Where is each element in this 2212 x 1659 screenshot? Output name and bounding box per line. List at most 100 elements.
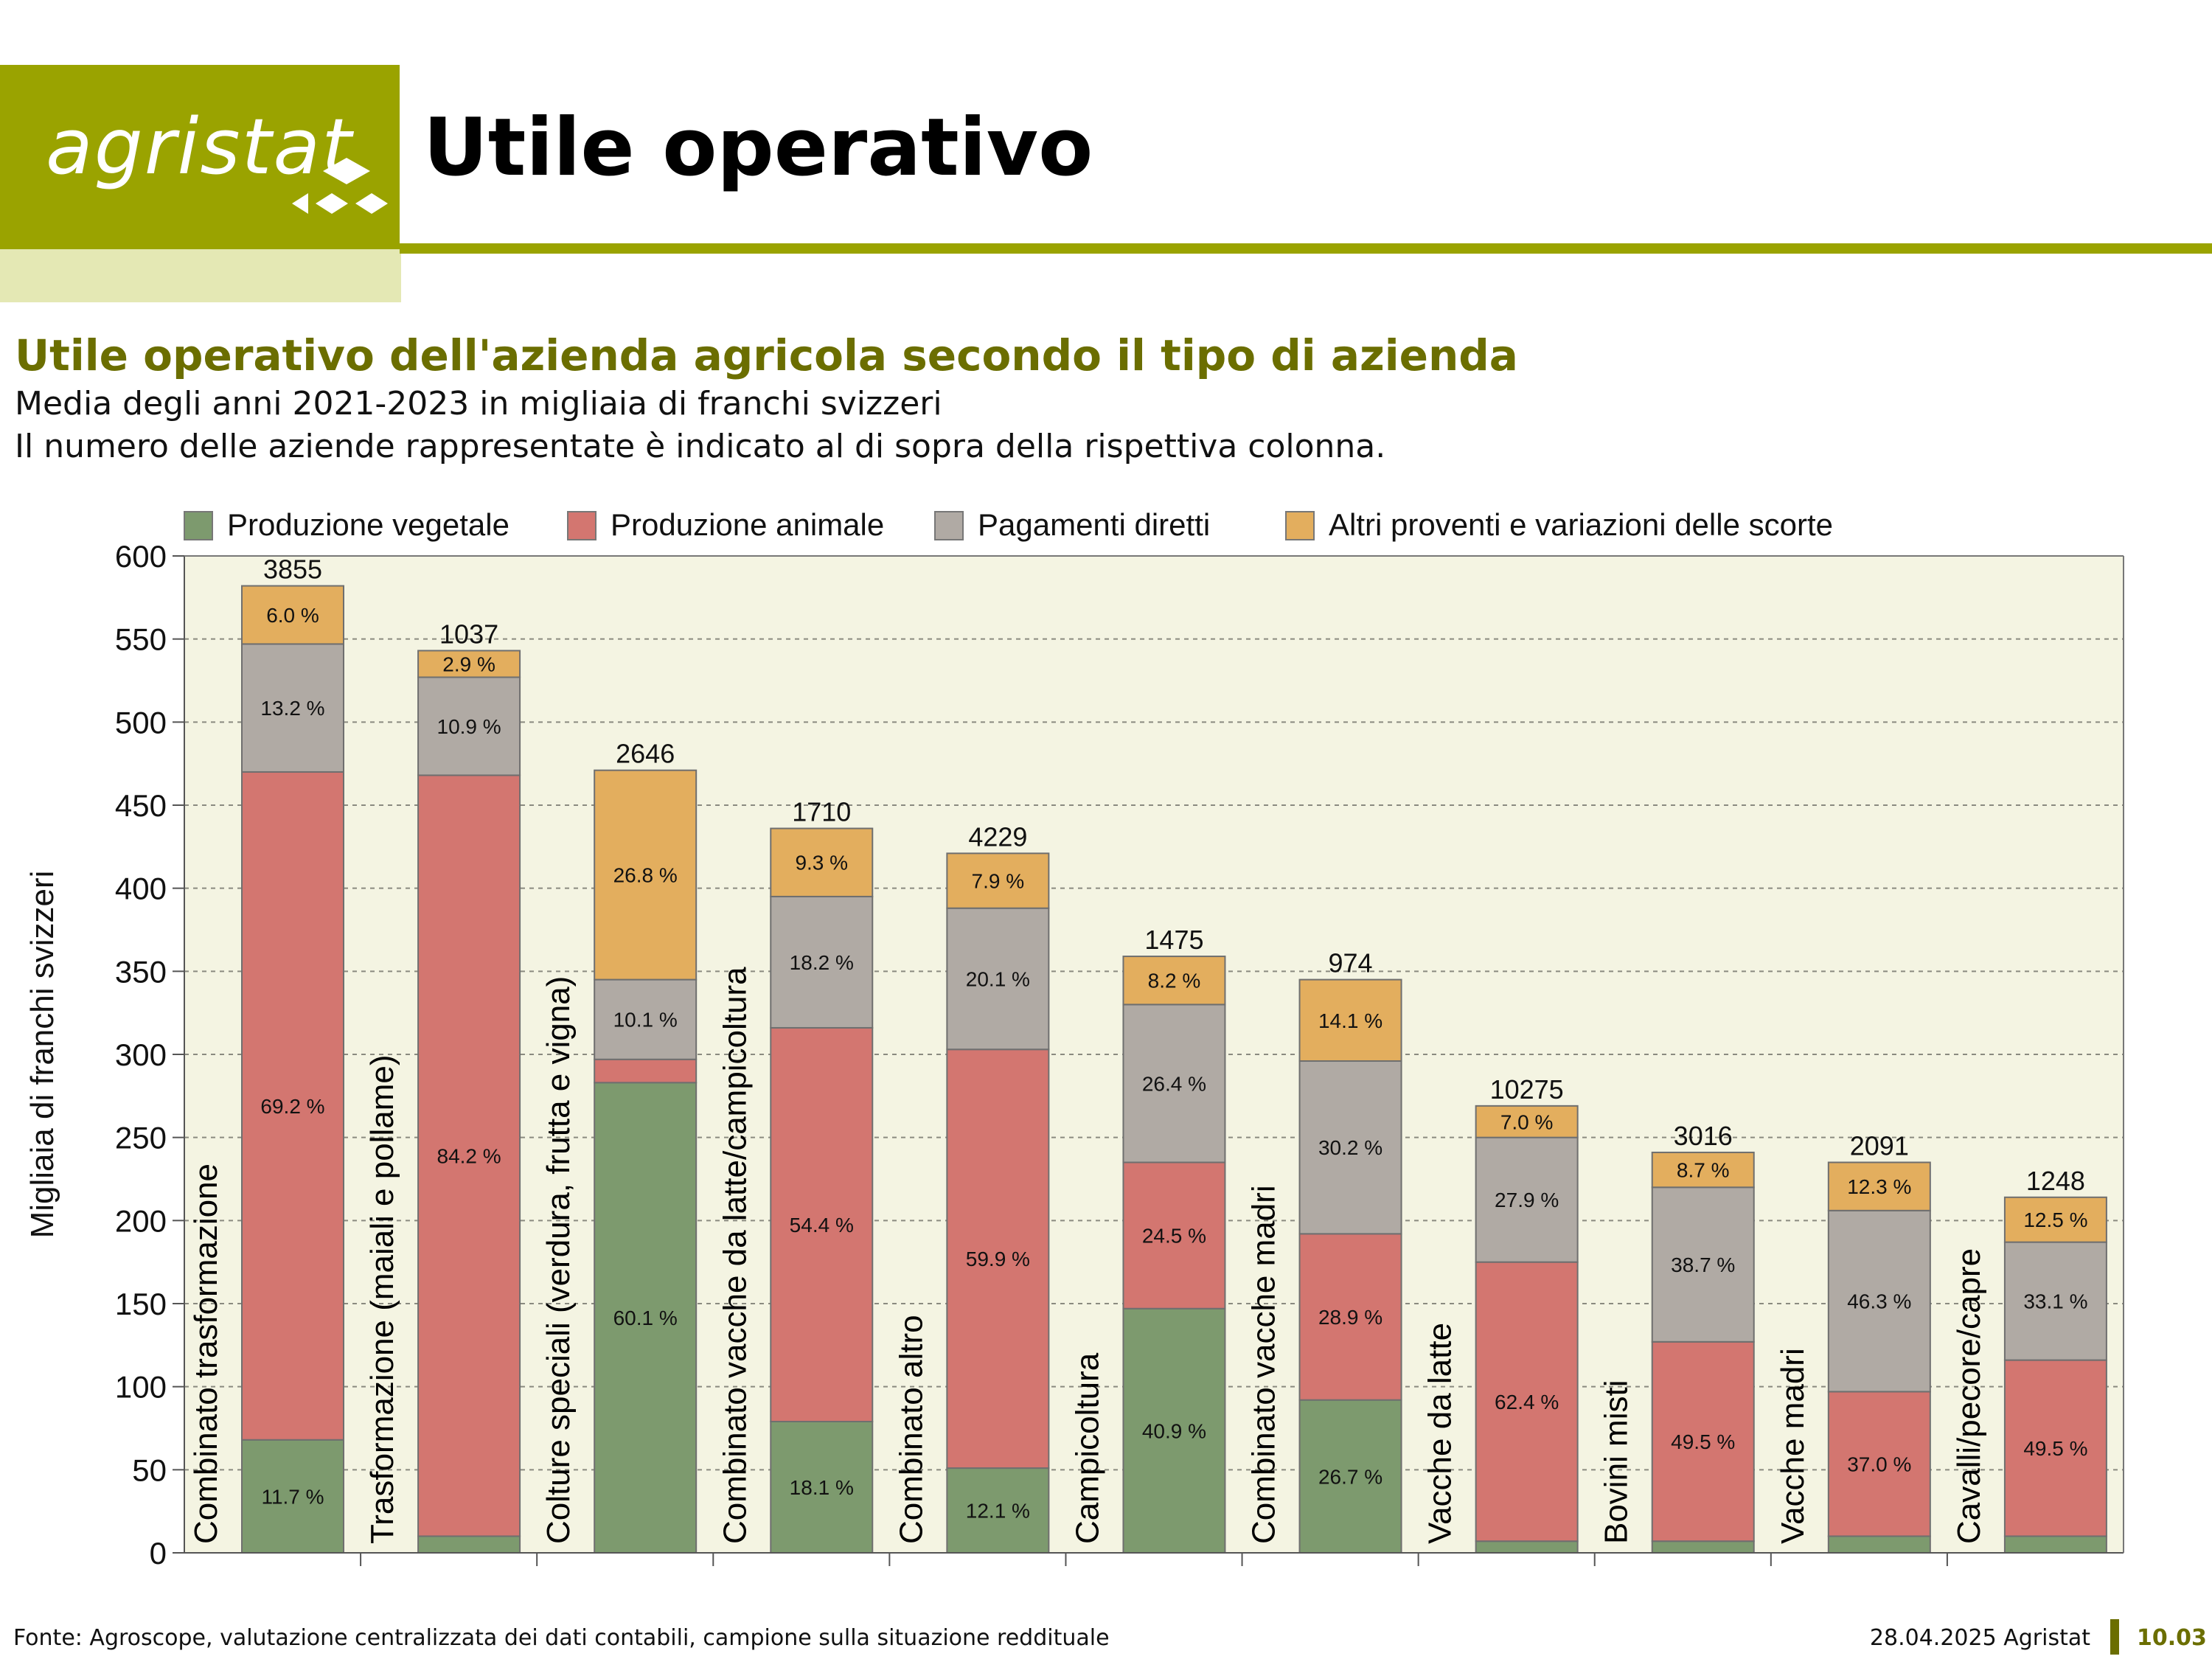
segment-label: 33.1 %	[2023, 1290, 2087, 1313]
bar-segment	[770, 1026, 874, 1422]
bar-segment	[1827, 1209, 1931, 1393]
bar-segment	[241, 643, 344, 773]
bar-count-label: 4229	[968, 821, 1027, 852]
y-tick-label: 250	[115, 1121, 167, 1155]
bar-count-label: 3016	[1674, 1121, 1733, 1151]
bar-count-label: 1037	[439, 619, 498, 649]
y-axis-label: Migliaia di franchi svizzeri	[24, 871, 60, 1239]
category-label: Combinato vacche madri	[1246, 1185, 1282, 1544]
segment-label: 10.1 %	[613, 1009, 678, 1032]
bar-segment	[1122, 1004, 1226, 1164]
bar-segment	[1475, 1105, 1579, 1138]
bar-segment	[1298, 1233, 1402, 1401]
bar-segment	[2003, 1241, 2107, 1361]
page-title: Utile operativo	[423, 102, 1093, 194]
category-label: Combinato vacche da latte/campicoltura	[717, 967, 753, 1544]
footer-date: 28.04.2025 Agristat	[1869, 1625, 2090, 1651]
segment-label: 24.5 %	[1142, 1225, 1206, 1248]
chart-subtitle-2: Il numero delle aziende rappresentate è …	[15, 428, 1386, 465]
bar-segment	[946, 852, 1050, 909]
category-label: Vacche da latte	[1422, 1323, 1458, 1544]
bar-segment	[2003, 1535, 2107, 1554]
bar-segment	[417, 676, 521, 776]
axes: 0 50 100 150 200 250 300 350 400 450 500 550 600	[115, 539, 2124, 1571]
segment-label: 62.4 %	[1495, 1391, 1559, 1413]
bar-count-label: 1248	[2026, 1166, 2085, 1196]
bar-segment	[1651, 1151, 1755, 1189]
segment-label: 11.7 %	[261, 1485, 324, 1508]
bar-count-label: 2091	[1850, 1130, 1909, 1161]
bar-count-label: 1475	[1144, 925, 1203, 955]
bar-segment	[1298, 1060, 1402, 1235]
segment-label: 12.1 %	[966, 1500, 1030, 1523]
legend-swatch	[934, 511, 964, 540]
segment-label: 49.5 %	[2023, 1437, 2087, 1460]
segment-label: 18.2 %	[790, 951, 854, 974]
chart-title: Utile operativo dell'azienda agricola se…	[15, 330, 1518, 380]
segment-label: 40.9 %	[1142, 1419, 1206, 1442]
bar-segment	[594, 769, 698, 981]
segment-label: 14.1 %	[1318, 1009, 1382, 1032]
bar-count-label: 10275	[1490, 1074, 1564, 1105]
segment-label: 69.2 %	[260, 1095, 324, 1118]
bar-segment	[594, 1082, 698, 1554]
segment-label: 26.4 %	[1142, 1072, 1206, 1095]
legend-swatch	[1285, 511, 1315, 540]
segment-label: 28.9 %	[1318, 1306, 1382, 1329]
bar-segment	[1651, 1340, 1755, 1543]
bar-count-label: 974	[1329, 948, 1373, 978]
segment-label: 12.5 %	[2023, 1208, 2087, 1231]
segment-label: 84.2 %	[437, 1144, 501, 1167]
segment-label: 8.7 %	[1677, 1159, 1730, 1182]
legend-label: Produzione animale	[611, 507, 884, 542]
segment-label: 7.9 %	[972, 870, 1025, 893]
segment-label: 13.2 %	[260, 697, 324, 720]
bar-segment	[417, 650, 521, 678]
category-label: Vacche madri	[1775, 1348, 1811, 1544]
y-tick-label: 500	[115, 705, 167, 740]
bar-segment	[1475, 1540, 1579, 1554]
bar-segment	[1475, 1136, 1579, 1263]
segment-label: 9.3 %	[795, 852, 848, 874]
bar-segment	[2003, 1196, 2107, 1243]
bar-segment	[946, 1467, 1050, 1554]
bar-segment	[1827, 1161, 1931, 1211]
segment-label: 59.9 %	[966, 1248, 1030, 1270]
bar-segment	[1651, 1186, 1755, 1343]
segment-label: 12.3 %	[1847, 1175, 1911, 1198]
category-label: Bovini misti	[1599, 1380, 1635, 1545]
chart-subtitle-1: Media degli anni 2021-2023 in migliaia d…	[15, 385, 942, 422]
bar-segment	[2003, 1359, 2107, 1537]
y-tick-label: 200	[115, 1203, 167, 1238]
legend-swatch	[567, 511, 597, 540]
legend-label: Pagamenti diretti	[978, 507, 1210, 542]
y-tick-label: 300	[115, 1037, 167, 1072]
segment-label: 30.2 %	[1318, 1136, 1382, 1159]
bar-segment	[417, 774, 521, 1537]
logo-diamond-icon	[292, 158, 388, 214]
bar-segment	[241, 1439, 344, 1554]
bars: 11.7 % 69.2 % 13.2 % 6.0 % 3855 Combinato tra…	[188, 554, 2107, 1554]
legend-label: Produzione vegetale	[227, 507, 509, 542]
bar-segment	[241, 771, 344, 1441]
bar-count-label: 1710	[792, 797, 851, 827]
y-tick-label: 450	[115, 788, 167, 823]
segment-label: 27.9 %	[1495, 1189, 1559, 1211]
bar-count-label: 3855	[263, 554, 322, 585]
bar-segment	[1298, 978, 1402, 1062]
y-tick-label: 150	[115, 1287, 167, 1321]
footer-source: Fonte: Agroscope, valutazione centralizz…	[13, 1625, 1110, 1651]
category-label: Trasformazione (maiali e pollame)	[364, 1055, 400, 1544]
footer-page-number: 10.03	[2137, 1625, 2207, 1651]
y-tick-label: 400	[115, 872, 167, 906]
y-tick-label: 50	[132, 1453, 167, 1487]
y-tick-label: 100	[115, 1370, 167, 1405]
chart-legend: Produzione vegetale Produzione animale Pag…	[184, 507, 1833, 542]
segment-label: 60.1 %	[613, 1307, 678, 1329]
segment-label: 54.4 %	[790, 1214, 854, 1237]
segment-label: 6.0 %	[266, 604, 319, 627]
bar-segment	[1827, 1535, 1931, 1554]
category-label: Combinato trasformazione	[188, 1164, 224, 1544]
bar-count-label: 2646	[616, 739, 675, 769]
